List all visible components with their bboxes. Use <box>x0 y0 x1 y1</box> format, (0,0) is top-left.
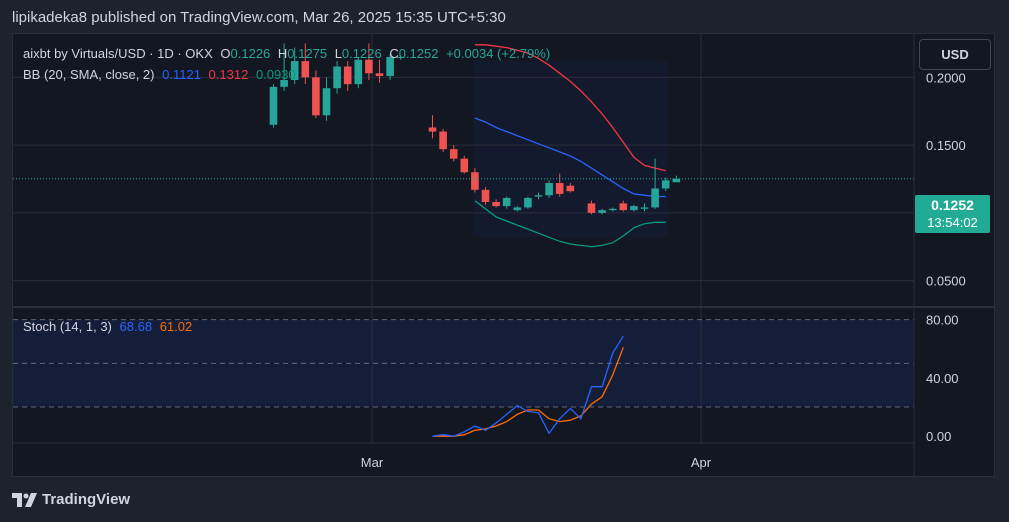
bb-upper-line <box>474 44 666 172</box>
candle-body <box>375 73 384 77</box>
candle-body <box>566 185 575 192</box>
stoch-k-line <box>432 335 624 437</box>
candle-body <box>630 206 638 211</box>
candles <box>269 43 681 215</box>
candle-body <box>534 195 543 197</box>
low-label: L <box>334 46 342 61</box>
stoch-d-line <box>432 347 624 437</box>
change-value: +0.0034 (+2.79%) <box>446 46 551 61</box>
candle-body <box>555 183 564 194</box>
candle-body <box>492 202 500 207</box>
candle-body <box>608 208 617 211</box>
symbol-title: aixbt by Virtuals/USD · 1D · OKX <box>23 46 213 61</box>
price-tick-label: 0.2000 <box>926 70 966 85</box>
bb-legend: BB (20, SMA, close, 2) 0.1121 0.1312 0.0… <box>23 67 300 82</box>
candle-body <box>312 77 320 116</box>
ohlc-legend: aixbt by Virtuals/USD · 1D · OKX O0.1226… <box>23 46 554 61</box>
footer-logo[interactable]: TradingView <box>12 491 130 508</box>
stoch-k-value: 68.68 <box>119 319 153 334</box>
candle-body <box>481 189 490 203</box>
high-label: H <box>277 46 288 61</box>
close-label: C <box>389 46 399 61</box>
stoch-tick-label: 0.00 <box>926 429 951 444</box>
candle-body <box>269 86 278 125</box>
bar-countdown: 13:54:02 <box>927 215 978 230</box>
footer-brand: TradingView <box>42 491 131 508</box>
candle-body <box>640 207 649 209</box>
close-value: 0.1252 <box>398 46 439 61</box>
candle-body <box>619 203 628 211</box>
bb-lower-value: 0.0930 <box>255 67 296 82</box>
candle-body <box>460 158 469 173</box>
candle-body <box>587 203 596 213</box>
candle-body <box>502 197 511 207</box>
bb-basis-value: 0.1121 <box>162 67 201 82</box>
stoch-d-value: 61.02 <box>159 319 193 334</box>
high-value: 0.1275 <box>287 46 328 61</box>
candle-body <box>301 61 310 78</box>
grid-lines <box>13 34 914 443</box>
candle-body <box>343 66 352 85</box>
last-price-tag: 0.1252 13:54:02 <box>915 195 990 233</box>
price-tick-label: 0.1500 <box>926 138 966 153</box>
candle-body <box>651 188 659 208</box>
candle-body <box>354 59 363 85</box>
candle-body <box>545 183 553 196</box>
low-value: 0.1226 <box>341 46 382 61</box>
currency-button[interactable]: USD <box>919 39 991 70</box>
stoch-legend: Stoch (14, 1, 3) 68.68 61.02 <box>23 319 196 334</box>
candle-body <box>471 172 479 190</box>
candle-body <box>513 207 522 211</box>
price-tick-label: 0.0500 <box>926 274 966 289</box>
stoch-label: Stoch (14, 1, 3) <box>23 319 112 334</box>
time-tick-label: Mar <box>361 455 384 470</box>
candle-body <box>386 57 394 77</box>
bb-upper-value: 0.1312 <box>208 67 249 82</box>
candle-body <box>396 57 405 59</box>
candle-body <box>449 149 458 159</box>
bb-lower-line <box>474 200 666 248</box>
stoch-tick-label: 40.00 <box>926 371 959 386</box>
candle-body <box>524 197 532 208</box>
time-tick-label: Apr <box>691 455 712 470</box>
candle-body <box>428 127 437 132</box>
candle-body <box>365 59 373 74</box>
candle-body <box>439 131 447 150</box>
candle-body <box>672 178 681 183</box>
stoch-tick-label: 80.00 <box>926 313 959 328</box>
bb-basis-line <box>474 117 666 198</box>
bb-label: BB (20, SMA, close, 2) <box>23 67 155 82</box>
candle-body <box>280 80 288 87</box>
chart-frame[interactable] <box>12 33 995 477</box>
tradingview-logo-icon <box>12 492 37 507</box>
candle-body <box>598 210 606 213</box>
publish-header: lipikadeka8 published on TradingView.com… <box>12 9 506 26</box>
stoch-lines <box>432 335 624 437</box>
open-label: O <box>220 46 231 61</box>
candle-body <box>290 61 299 81</box>
candle-body <box>661 180 670 189</box>
bb-background-band <box>472 61 668 238</box>
stoch-band-lines <box>13 319 914 408</box>
bollinger-bands <box>474 44 666 248</box>
last-price-value: 0.1252 <box>931 197 974 213</box>
candle-body <box>322 88 331 116</box>
candle-body <box>333 66 341 89</box>
open-value: 0.1226 <box>230 46 271 61</box>
